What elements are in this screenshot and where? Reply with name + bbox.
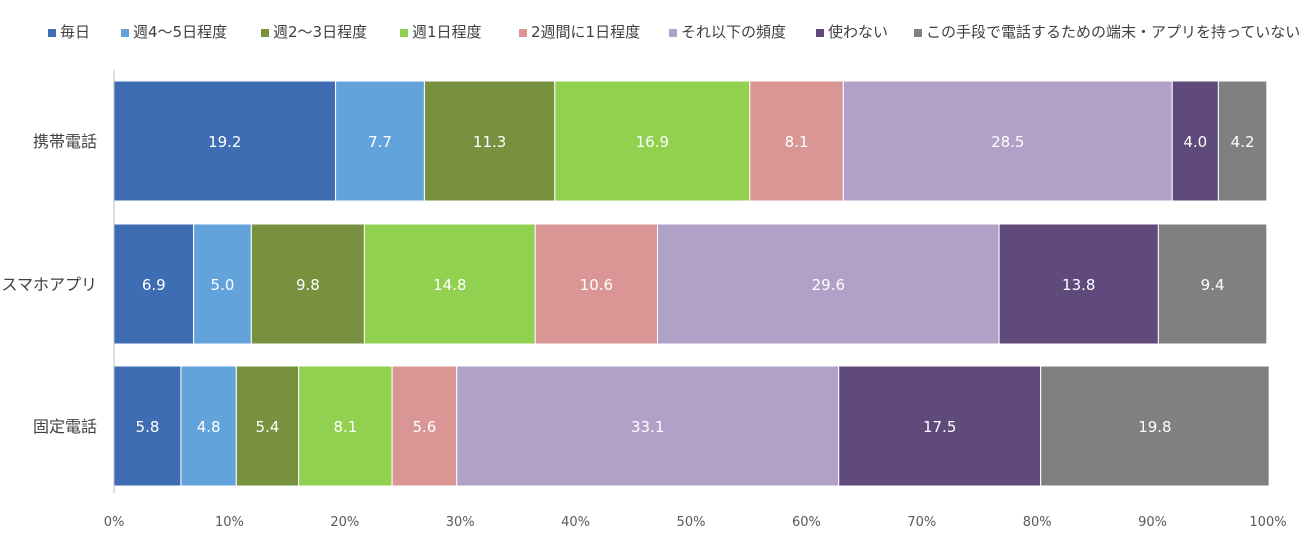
data-label: 16.9 bbox=[636, 133, 669, 151]
data-label: 4.0 bbox=[1183, 133, 1207, 151]
data-label: 5.0 bbox=[211, 276, 235, 294]
x-tick-label: 20% bbox=[330, 515, 359, 530]
legend-item: この手段で電話するための端末・アプリを持っていない bbox=[914, 23, 1300, 41]
x-tick-label: 30% bbox=[446, 515, 475, 530]
bar-segment bbox=[1171, 80, 1219, 202]
bar-segment bbox=[534, 223, 659, 345]
legend-label: それ以下の頻度 bbox=[681, 23, 786, 41]
bar-segment bbox=[391, 365, 458, 487]
bar-segment bbox=[363, 223, 536, 345]
bar-row: 5.8 4.8 5.4 8.1 5.6 33.1 17.5 19.8 bbox=[113, 365, 1270, 487]
data-label: 19.2 bbox=[208, 133, 241, 151]
data-label: 19.8 bbox=[1138, 418, 1171, 436]
data-label: 5.4 bbox=[256, 418, 280, 436]
bar-segment bbox=[842, 80, 1173, 202]
bar-segment bbox=[180, 365, 237, 487]
legend-swatch bbox=[48, 29, 56, 37]
data-label: 8.1 bbox=[785, 133, 809, 151]
data-label: 8.1 bbox=[333, 418, 357, 436]
legend-swatch bbox=[816, 29, 824, 37]
legend-label: 毎日 bbox=[60, 23, 90, 41]
plot-area: 19.2 7.7 11.3 16.9 8.1 28.5 4.0 4.2 6.9 5.0 9.8 14.… bbox=[113, 80, 1270, 487]
bar-segment bbox=[298, 365, 393, 487]
bar-segment bbox=[749, 80, 844, 202]
bar-segment bbox=[335, 80, 425, 202]
data-label: 5.6 bbox=[412, 418, 436, 436]
legend-swatch bbox=[121, 29, 129, 37]
data-label: 7.7 bbox=[368, 133, 392, 151]
value-axis: 0% 10% 20% 30% 40% 50% 60% 70% 80% 90% 100% bbox=[104, 70, 1287, 530]
data-label: 9.8 bbox=[296, 276, 320, 294]
bar-segment bbox=[838, 365, 1042, 487]
bar-segment bbox=[456, 365, 840, 487]
x-tick-label: 70% bbox=[907, 515, 936, 530]
data-label: 11.3 bbox=[473, 133, 506, 151]
x-tick-label: 90% bbox=[1138, 515, 1167, 530]
bar-segment bbox=[193, 223, 252, 345]
legend-swatch bbox=[669, 29, 677, 37]
legend-item: 週4～5日程度 bbox=[121, 23, 227, 41]
bar-row: 6.9 5.0 9.8 14.8 10.6 29.6 13.8 9.4 bbox=[113, 223, 1268, 345]
legend-label: 週1日程度 bbox=[412, 23, 482, 41]
legend-item: 毎日 bbox=[48, 23, 90, 41]
legend-item: 2週間に1日程度 bbox=[519, 23, 640, 41]
legend-label: 2週間に1日程度 bbox=[531, 23, 640, 41]
x-tick-label: 10% bbox=[215, 515, 244, 530]
data-label: 14.8 bbox=[433, 276, 466, 294]
data-label: 29.6 bbox=[812, 276, 845, 294]
legend: 毎日 週4～5日程度 週2～3日程度 週1日程度 2週間に1日程度 それ以下の頻度 使わない… bbox=[48, 23, 1300, 41]
legend-item: それ以下の頻度 bbox=[669, 23, 786, 41]
bar-segment bbox=[1217, 80, 1268, 202]
data-label: 10.6 bbox=[580, 276, 613, 294]
legend-label: 使わない bbox=[828, 23, 888, 41]
bar-segment bbox=[554, 80, 751, 202]
legend-swatch bbox=[519, 29, 527, 37]
legend-swatch bbox=[400, 29, 408, 37]
data-label: 13.8 bbox=[1062, 276, 1095, 294]
x-tick-label: 100% bbox=[1249, 515, 1286, 530]
bar-row: 19.2 7.7 11.3 16.9 8.1 28.5 4.0 4.2 bbox=[113, 80, 1268, 202]
legend-item: 使わない bbox=[816, 23, 888, 41]
legend-item: 週2～3日程度 bbox=[261, 23, 367, 41]
category-label: 携帯電話 bbox=[33, 132, 97, 151]
legend-label: 週2～3日程度 bbox=[273, 23, 367, 41]
data-label: 6.9 bbox=[142, 276, 166, 294]
bar-segment bbox=[113, 365, 182, 487]
x-tick-label: 80% bbox=[1023, 515, 1052, 530]
bar-segment bbox=[1040, 365, 1270, 487]
legend-swatch bbox=[914, 29, 922, 37]
bar-segment bbox=[423, 80, 556, 202]
bar-segment bbox=[657, 223, 1000, 345]
bar-segment bbox=[998, 223, 1159, 345]
data-label: 17.5 bbox=[923, 418, 956, 436]
x-tick-label: 60% bbox=[792, 515, 821, 530]
data-label: 28.5 bbox=[991, 133, 1024, 151]
legend-item: 週1日程度 bbox=[400, 23, 482, 41]
bar-segment bbox=[235, 365, 300, 487]
data-label: 5.8 bbox=[136, 418, 160, 436]
x-tick-label: 40% bbox=[561, 515, 590, 530]
legend-swatch bbox=[261, 29, 269, 37]
legend-label: 週4～5日程度 bbox=[133, 23, 227, 41]
x-tick-label: 50% bbox=[677, 515, 706, 530]
data-label: 33.1 bbox=[631, 418, 664, 436]
legend-label: この手段で電話するための端末・アプリを持っていない bbox=[926, 23, 1300, 41]
data-label: 9.4 bbox=[1201, 276, 1225, 294]
category-label: 固定電話 bbox=[33, 417, 97, 436]
category-label: スマホアプリ bbox=[1, 275, 97, 294]
data-label: 4.2 bbox=[1231, 133, 1255, 151]
bar-segment bbox=[113, 80, 337, 202]
bar-segment bbox=[1157, 223, 1268, 345]
data-label: 4.8 bbox=[197, 418, 221, 436]
x-tick-label: 0% bbox=[104, 515, 125, 530]
